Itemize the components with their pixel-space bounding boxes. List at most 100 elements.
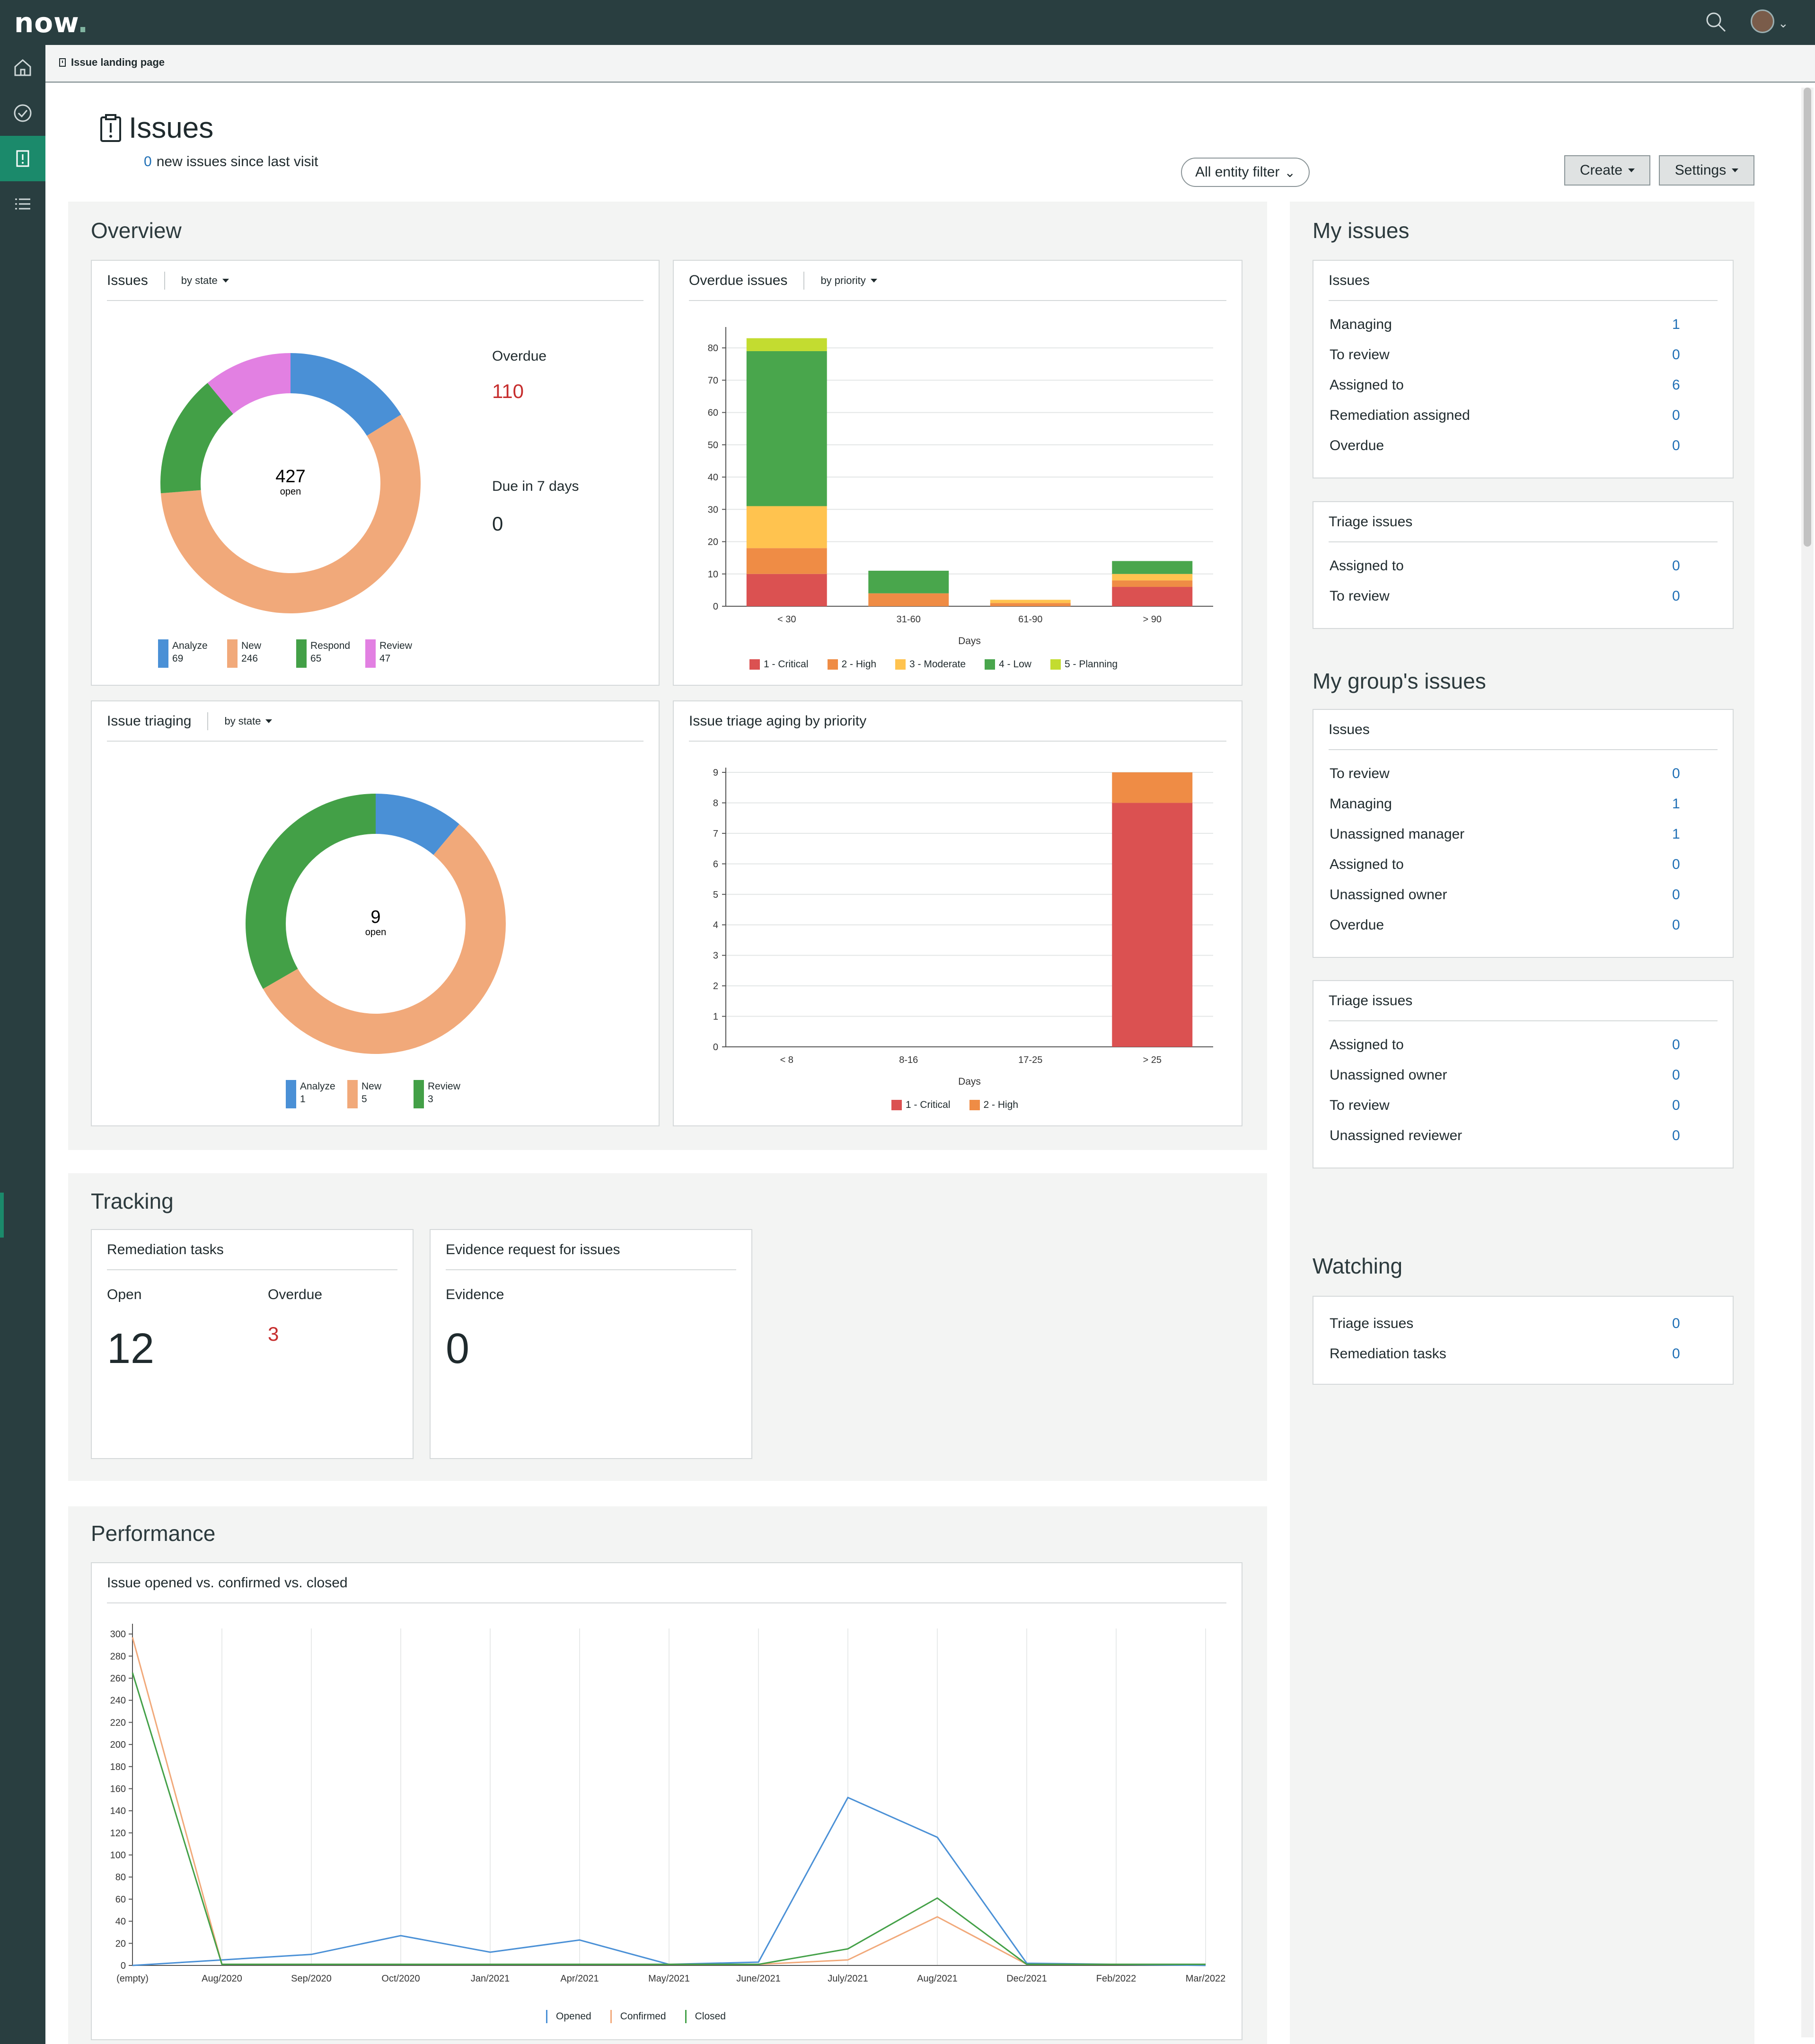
search-icon[interactable] [1704, 10, 1727, 33]
donut-slice-review [246, 794, 376, 989]
donut-center-value: 9 [370, 907, 380, 927]
legend-item[interactable]: Closed [685, 2010, 726, 2023]
top-header: now. ⌄ [0, 0, 1815, 45]
open-value[interactable]: 12 [107, 1325, 155, 1372]
issues-by-state-card: Issues by state 427 open Overdue 110 Due… [91, 260, 660, 686]
x-tick-label: Dec/2021 [1006, 1973, 1047, 1984]
new-issues-count[interactable]: 0 [144, 154, 152, 169]
list-item[interactable]: Unassigned manager 1 [1330, 826, 1680, 842]
bar-segment [746, 338, 827, 351]
scrollbar-thumb[interactable] [1804, 88, 1811, 547]
opened-confirmed-closed-card: Issue opened vs. confirmed vs. closed (e… [91, 1562, 1242, 2040]
nav-issues[interactable] [0, 136, 45, 181]
entity-filter-button[interactable]: All entity filter ⌄ [1181, 158, 1310, 187]
legend-item[interactable]: Opened [546, 2010, 591, 2023]
due-value[interactable]: 0 [492, 513, 503, 535]
legend-swatch [546, 2010, 547, 2023]
x-tick-label: < 8 [780, 1055, 793, 1065]
legend-item[interactable]: Confirmed [610, 2010, 666, 2023]
card-header: Triage issues [1329, 502, 1718, 542]
legend-swatch [969, 1100, 980, 1110]
legend-new[interactable]: New 5 [347, 1080, 381, 1108]
create-button[interactable]: Create [1564, 155, 1650, 186]
legend-item[interactable]: 1 - Critical [749, 659, 809, 670]
clipboard-icon [100, 114, 121, 142]
legend-analyze[interactable]: Analyze 1 [286, 1080, 335, 1108]
list-item[interactable]: To review 0 [1330, 588, 1680, 604]
x-tick-label: 8-16 [899, 1055, 918, 1065]
legend-item[interactable]: 2 - High [827, 659, 876, 670]
user-avatar[interactable] [1751, 9, 1774, 33]
main-content: Issue landing page Issues 0 new issues si… [45, 45, 1815, 2044]
list-item[interactable]: Managing 1 [1330, 317, 1680, 332]
list-item[interactable]: Overdue 0 [1330, 917, 1680, 933]
by-priority-dropdown[interactable]: by priority [820, 274, 877, 287]
donut-slice-new [160, 414, 421, 613]
legend-swatch [610, 2010, 612, 2023]
y-tick-label: 260 [110, 1673, 126, 1684]
legend-new[interactable]: New 246 [227, 639, 261, 668]
list-item[interactable]: Unassigned owner 0 [1330, 1067, 1680, 1083]
bar-segment [1112, 587, 1193, 606]
legend-label: 5 - Planning [1064, 659, 1118, 670]
y-tick-label: 2 [713, 981, 718, 991]
evidence-value[interactable]: 0 [446, 1325, 470, 1372]
overdue-value[interactable]: 110 [492, 380, 524, 402]
bar-segment [1112, 561, 1193, 574]
y-tick-label: 80 [708, 343, 718, 354]
by-state-dropdown[interactable]: by state [224, 715, 273, 727]
card-header: Triage issues [1329, 981, 1718, 1021]
nav-tasks[interactable] [0, 90, 45, 136]
overdue-chart-legend: 1 - Critical 2 - High 3 - Moderate 4 - Low 5… [749, 657, 1175, 672]
chevron-down-icon[interactable]: ⌄ [1778, 16, 1789, 30]
list-item[interactable]: Managing 1 [1330, 796, 1680, 812]
list-item[interactable]: Triage issues 0 [1330, 1316, 1680, 1331]
card-header: Issue triaging by state [107, 701, 643, 742]
list-item[interactable]: Unassigned reviewer 0 [1330, 1128, 1680, 1143]
y-tick-label: 280 [110, 1651, 126, 1662]
evidence-request-card[interactable]: Evidence request for issues Evidence 0 [430, 1229, 752, 1459]
bar-segment [868, 593, 949, 606]
list-item[interactable]: To review 0 [1330, 1097, 1680, 1113]
bar-segment [868, 570, 949, 593]
card-title: Issue triage aging by priority [689, 713, 867, 729]
legend-item[interactable]: 3 - Moderate [895, 659, 966, 670]
bar-segment [1112, 574, 1193, 581]
legend-label: 2 - High [983, 1099, 1019, 1110]
list-item[interactable]: To review 0 [1330, 347, 1680, 363]
legend-item[interactable]: 4 - Low [985, 659, 1031, 670]
legend-item[interactable]: 2 - High [969, 1099, 1019, 1111]
list-item[interactable]: Remediation assigned 0 [1330, 407, 1680, 423]
list-item[interactable]: To review 0 [1330, 766, 1680, 781]
legend-review[interactable]: Review 47 [365, 639, 412, 668]
list-item[interactable]: Unassigned owner 0 [1330, 887, 1680, 903]
remediation-tasks-card[interactable]: Remediation tasks Open 12 Overdue 3 [91, 1229, 414, 1459]
settings-button[interactable]: Settings [1659, 155, 1754, 186]
legend-analyze[interactable]: Analyze 69 [158, 639, 208, 668]
legend-review[interactable]: Review 3 [414, 1080, 460, 1108]
servicenow-logo[interactable]: now. [14, 7, 89, 39]
list-item[interactable]: Assigned to 6 [1330, 377, 1680, 393]
y-tick-label: 10 [708, 569, 718, 580]
performance-section: Performance Issue opened vs. confirmed v… [68, 1506, 1267, 2044]
list-item[interactable]: Remediation tasks 0 [1330, 1346, 1680, 1362]
aging-chart-legend: 1 - Critical 2 - High [891, 1098, 1081, 1112]
list-item[interactable]: Overdue 0 [1330, 438, 1680, 453]
card-header: Issues [1329, 261, 1718, 301]
by-state-dropdown[interactable]: by state [181, 274, 229, 287]
breadcrumb[interactable]: Issue landing page [59, 56, 165, 69]
y-tick-label: 220 [110, 1717, 126, 1728]
triaging-donut-chart: 9 open [246, 794, 506, 1054]
legend-item[interactable]: 1 - Critical [891, 1099, 951, 1111]
overdue-value[interactable]: 3 [268, 1323, 279, 1345]
card-header: Remediation tasks [107, 1230, 397, 1270]
list-item[interactable]: Assigned to 0 [1330, 1037, 1680, 1053]
donut-slice-new [263, 824, 506, 1054]
nav-home[interactable] [0, 45, 45, 90]
series-line-closed [132, 1672, 1206, 1965]
legend-item[interactable]: 5 - Planning [1050, 659, 1118, 670]
legend-respond[interactable]: Respond 65 [296, 639, 350, 668]
list-item[interactable]: Assigned to 0 [1330, 857, 1680, 872]
list-item[interactable]: Assigned to 0 [1330, 558, 1680, 574]
nav-list[interactable] [0, 181, 45, 227]
